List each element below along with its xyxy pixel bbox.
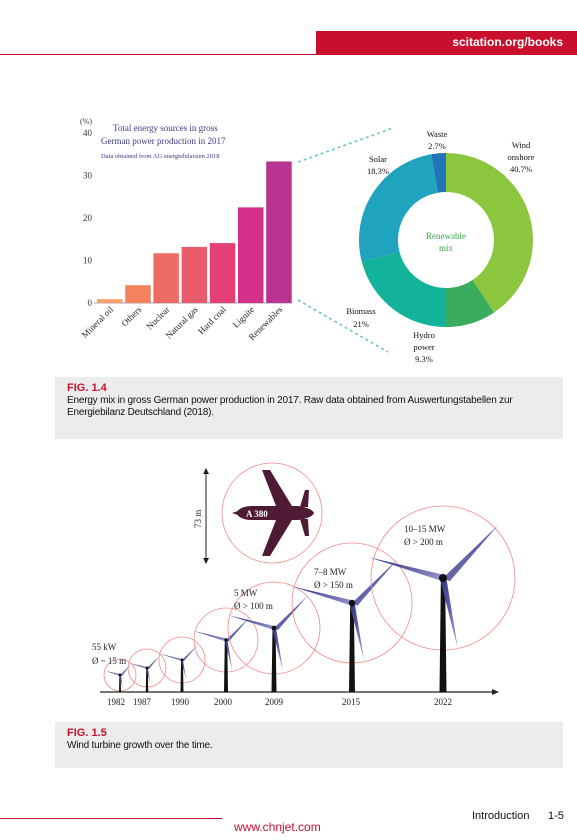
anno-10mw-2: Ø > 200 m [404,537,443,547]
bar-chart-yaxis: 0 10 20 30 40 [83,128,93,308]
airplane-icon [232,470,314,556]
xtick-label: Lignite [231,304,256,329]
fig14-caption-box: FIG. 1.4 Energy mix in gross German powe… [55,377,563,439]
footer-section: Introduction [472,810,530,822]
ytick-label: 0 [88,298,93,308]
turbines [103,505,516,692]
bar-hard-coal [209,243,236,303]
wind-turbine-icon [291,542,413,692]
anno-5mw-1: 5 MW [234,588,258,598]
height-arrow-head-bottom [203,558,209,564]
year-label: 2009 [265,697,284,707]
bar-chart: (%) 0 10 20 30 40 Mineral oil Others NuclearNa… [80,117,292,342]
value-solar: 18.3% [367,166,389,176]
height-label: 73 m [193,510,203,528]
value-wind: 40.7% [510,164,532,174]
wind-turbine-icon [193,607,259,692]
footer-page-number: 1-5 [548,810,564,822]
bar-chart-bars [97,161,292,303]
fig15-caption-box: FIG. 1.5 Wind turbine growth over the ti… [55,722,563,768]
wind-turbine-icon [158,636,206,692]
connector-top [297,127,394,163]
label-biomass: Biomass [346,306,375,316]
year-labels: 1982 1987 1990 2000 2009 2015 2022 [107,697,452,707]
fig15-label: FIG. 1.5 [67,727,107,739]
bar-lignite [238,207,264,303]
anno-7mw-2: Ø > 150 m [314,580,353,590]
anno-5mw-2: Ø > 100 m [234,601,273,611]
plane-circle [221,462,323,564]
slice-biomass [361,251,446,327]
header-bar: scitation.org/books [316,31,577,55]
year-label: 1987 [133,697,152,707]
donut-center-line1: Renewable [426,231,466,241]
year-label: 2015 [342,697,361,707]
ytick-label: 30 [83,171,93,181]
turbine-diagram: 73 m A 380 1982 1987 1990 2000 2009 2015 2022 … [92,462,516,707]
fig14-label: FIG. 1.4 [67,382,107,394]
slice-solar [359,154,438,262]
wind-turbine-icon [127,648,167,692]
bar-chart-subtitle: Data obtained from AG energiebilanzen 20… [101,153,219,160]
bar-nuclear [153,253,179,303]
value-biomass: 21% [353,319,369,329]
year-label: 2000 [214,697,233,707]
label-waste: Waste [427,129,448,139]
wind-turbine-icon [227,581,321,692]
slice-waste [431,153,446,193]
slice-wind-onshore [446,153,533,313]
xtick-label: Hard coal [196,304,228,336]
anno-10mw-1: 10–15 MW [404,524,446,534]
fig14-caption: Energy mix in gross German power product… [67,395,513,418]
label-hydro-2: power [413,342,434,352]
donut-center-line2: mix [439,243,454,253]
ytick-label: 10 [83,256,93,266]
anno-55kw-2: Ø ~ 15 m [92,656,126,666]
label-hydro-1: Hydro [413,330,435,340]
year-label: 1982 [107,697,125,707]
bar-renewables [266,161,292,303]
slice-hydro-power [446,280,494,327]
xtick-label: Nuclear [144,304,171,331]
ytick-label: 20 [83,213,93,223]
label-wind-1: Wind [512,140,531,150]
label-solar: Solar [369,154,387,164]
connector-bottom [297,299,389,353]
watermark: www.chnjet.com [234,820,321,834]
bar-chart-ylabel: (%) [80,117,92,126]
label-wind-2: onshore [508,152,535,162]
bar-chart-title-line1: Total energy sources in gross [113,123,218,133]
year-label: 1990 [171,697,190,707]
bar-natural-gas [181,246,208,303]
plane-label: A 380 [246,509,268,519]
anno-55kw-1: 55 kW [92,642,117,652]
height-arrow-head-top [203,468,209,474]
time-axis-arrow [492,689,499,695]
fig15-caption: Wind turbine growth over the time. [67,740,213,751]
site-name: scitation.org/books [452,35,563,49]
footer-rule [0,818,222,819]
value-hydro: 9.3% [415,354,433,364]
xtick-label: Others [119,304,143,328]
bar-others [125,285,151,303]
bar-mineral-oil [97,299,123,303]
value-waste: 2.7% [428,141,446,151]
bar-chart-title-line2: German power production in 2017 [101,136,226,146]
header-rule [0,54,316,55]
xtick-label: Mineral oil [80,304,116,340]
donut-chart [359,153,533,327]
anno-7mw-1: 7–8 MW [314,567,347,577]
donut-labels: Waste 2.7% Wind onshore 40.7% Solar 18.3… [346,129,534,364]
wind-turbine-icon [369,505,516,692]
ytick-label: 40 [83,128,93,138]
year-label: 2022 [434,697,452,707]
